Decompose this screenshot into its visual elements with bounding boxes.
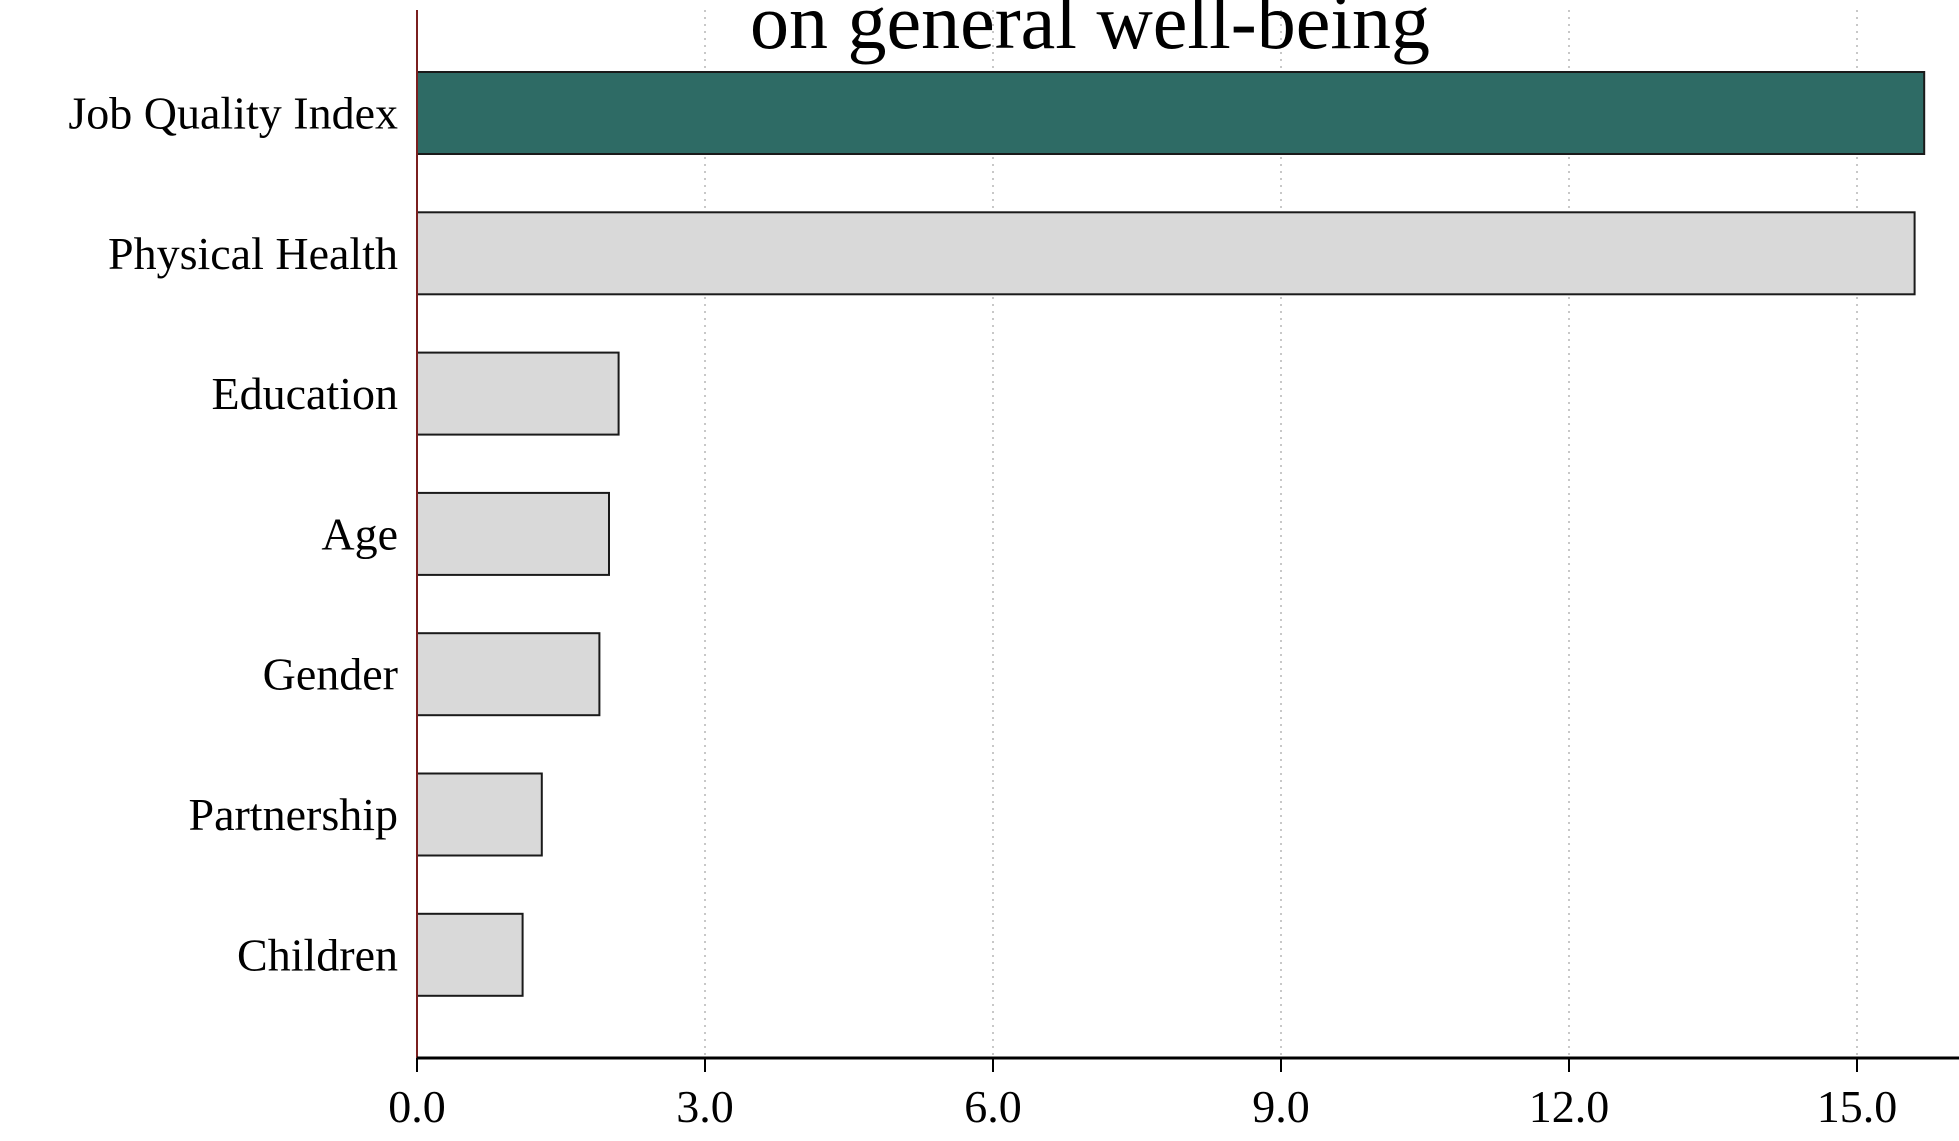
bar <box>416 912 524 997</box>
tick-label: 15.0 <box>1817 1081 1898 1132</box>
bars <box>416 71 1926 997</box>
grid-lines <box>704 10 1858 1058</box>
category-label: Age <box>321 508 398 559</box>
category-label: Physical Health <box>108 228 398 279</box>
bar <box>416 71 1926 155</box>
tick-label: 9.0 <box>1252 1081 1310 1132</box>
tick-label: 6.0 <box>964 1081 1022 1132</box>
category-label: Children <box>237 929 398 980</box>
category-labels: Job Quality Index Physical Health Educatio… <box>68 88 398 981</box>
category-label: Gender <box>263 649 398 700</box>
category-label: Education <box>212 368 399 419</box>
bar <box>416 211 1916 296</box>
x-axis-ticks: 0.0 3.0 6.0 9.0 12.0 15.0 <box>388 1058 1897 1132</box>
chart-title: on general well-being <box>750 0 1430 65</box>
axes <box>416 10 1959 1060</box>
bar <box>416 772 543 857</box>
category-label: Job Quality Index <box>68 88 398 139</box>
category-label: Partnership <box>188 789 398 840</box>
tick-label: 12.0 <box>1529 1081 1610 1132</box>
bar <box>416 351 620 436</box>
tick-label: 3.0 <box>676 1081 734 1132</box>
bar <box>416 491 610 576</box>
bar <box>416 632 601 717</box>
tick-label: 0.0 <box>388 1081 446 1132</box>
